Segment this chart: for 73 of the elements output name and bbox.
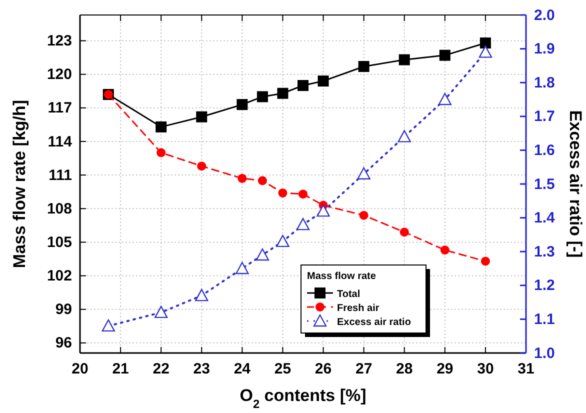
point bbox=[316, 204, 330, 217]
y2-tick-label: 1.6 bbox=[534, 142, 555, 159]
y2-tick-label: 1.5 bbox=[534, 176, 555, 193]
point bbox=[318, 76, 329, 87]
y2-tick-label: 2.0 bbox=[534, 6, 555, 24]
point bbox=[478, 46, 492, 58]
y2-tick-label: 1.3 bbox=[534, 243, 555, 260]
point bbox=[236, 99, 248, 110]
point bbox=[256, 248, 270, 261]
point bbox=[102, 319, 115, 332]
x-tick-label: 31 bbox=[518, 360, 534, 378]
legend-title: Mass flow rate bbox=[307, 271, 376, 282]
point bbox=[358, 60, 370, 72]
point bbox=[238, 174, 247, 183]
legend-label: Total bbox=[337, 289, 360, 300]
y-tick-label: 96 bbox=[55, 334, 72, 352]
point bbox=[439, 50, 450, 61]
point bbox=[480, 256, 490, 266]
point bbox=[298, 190, 308, 199]
point bbox=[400, 228, 409, 237]
y2-tick-label: 1.0 bbox=[534, 344, 555, 362]
point bbox=[357, 167, 370, 180]
x-tick-label: 21 bbox=[112, 360, 129, 378]
point bbox=[196, 111, 208, 122]
point bbox=[398, 54, 410, 66]
point bbox=[438, 92, 452, 106]
point bbox=[236, 262, 249, 274]
x-tick-label: 25 bbox=[274, 360, 292, 378]
y-tick-label: 99 bbox=[55, 301, 72, 318]
point bbox=[277, 88, 288, 99]
y2-tick-label: 1.7 bbox=[534, 108, 555, 126]
point bbox=[156, 121, 167, 132]
y-tick-label: 108 bbox=[46, 200, 72, 218]
x-tick-label: 30 bbox=[477, 360, 494, 378]
x-tick-label: 28 bbox=[396, 360, 413, 378]
x-tick-label: 29 bbox=[436, 360, 454, 378]
y2-tick-label: 1.2 bbox=[534, 277, 555, 294]
x-tick-label: 22 bbox=[152, 360, 170, 378]
point bbox=[256, 91, 268, 102]
point bbox=[298, 80, 308, 92]
y-tick-label: 111 bbox=[48, 166, 72, 184]
point bbox=[195, 288, 208, 302]
point bbox=[278, 188, 288, 198]
y2-tick-label: 1.8 bbox=[534, 74, 555, 92]
point bbox=[398, 130, 411, 142]
y-tick-label: 117 bbox=[48, 100, 72, 117]
point bbox=[296, 218, 310, 230]
x-axis-title: O$_{2}$ contents [%] bbox=[240, 386, 366, 411]
point bbox=[154, 306, 168, 318]
y-tick-label: 123 bbox=[46, 32, 72, 50]
x-tick-label: 26 bbox=[314, 360, 332, 378]
point bbox=[197, 162, 206, 171]
x-tick-label: 27 bbox=[355, 360, 372, 378]
y2-tick-label: 1.9 bbox=[534, 40, 555, 58]
y2-tick-label: 1.4 bbox=[534, 210, 556, 227]
y-tick-label: 114 bbox=[48, 133, 73, 150]
point bbox=[480, 37, 491, 48]
point bbox=[276, 234, 290, 248]
y-tick-label: 120 bbox=[46, 66, 72, 84]
point bbox=[359, 210, 368, 220]
y2-tick-label: 1.1 bbox=[534, 311, 555, 328]
y-tick-label: 105 bbox=[46, 234, 72, 251]
point bbox=[440, 246, 450, 255]
point bbox=[156, 148, 166, 158]
y-tick-label: 102 bbox=[46, 268, 72, 285]
x-tick-label: 24 bbox=[234, 360, 252, 378]
y-axis-title: Mass flow rate [kg/h] bbox=[10, 100, 29, 268]
legend-label: Fresh air bbox=[337, 303, 380, 314]
y2-axis-title: Excess air ratio [-] bbox=[566, 110, 585, 258]
legend-label: Excess air ratio bbox=[337, 317, 411, 328]
point bbox=[258, 176, 267, 186]
x-tick-label: 23 bbox=[193, 360, 210, 378]
x-tick-label: 20 bbox=[72, 360, 88, 378]
